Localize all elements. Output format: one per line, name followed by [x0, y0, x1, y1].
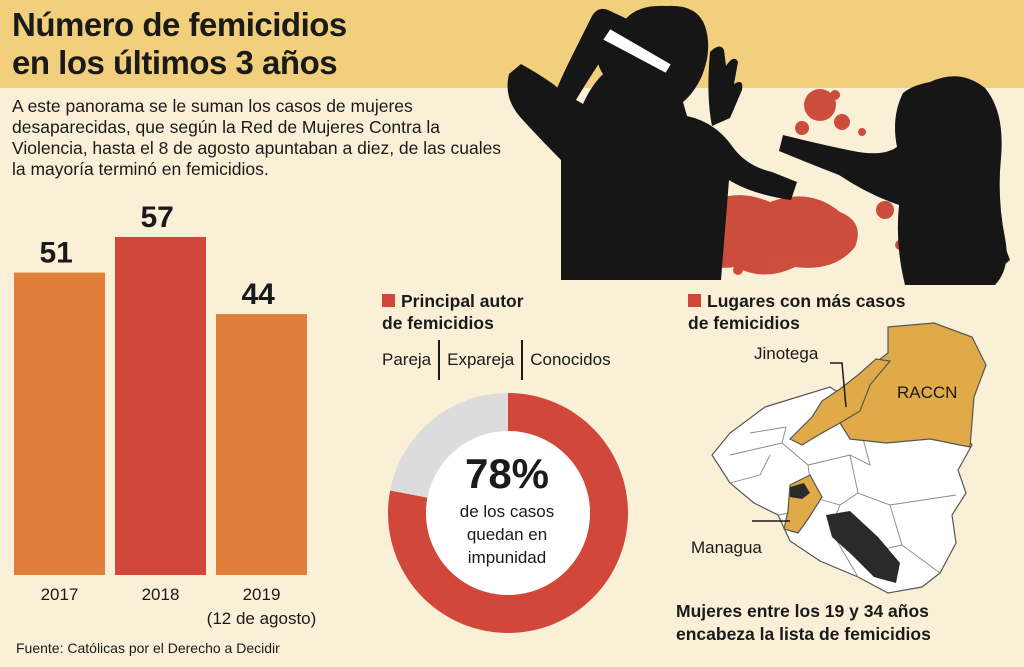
bar-2019 [216, 314, 307, 575]
bar-category-label: 2019 [243, 585, 281, 604]
map-region-jinotega [788, 358, 892, 446]
authors-heading-line-1: Principal autor [401, 291, 524, 311]
donut-caption-line-3: impunidad [467, 548, 547, 567]
age-note-line-1: Mujeres entre los 19 y 34 años [676, 601, 929, 621]
authors-list: Pareja Expareja Conocidos [378, 340, 618, 380]
map-lake-nicaragua [826, 511, 900, 583]
intro-paragraph: A este panorama se le suman los casos de… [12, 96, 502, 179]
donut-caption: de los casos quedan en impunidad [430, 500, 584, 569]
donut-percent-label: 78% [464, 450, 550, 497]
bar-value-label: 57 [141, 201, 174, 234]
authors-heading: Principal autor de femicidios [382, 290, 524, 334]
bar-2018 [115, 237, 206, 575]
author-item-pareja: Pareja [382, 350, 432, 369]
map-label-raccn: RACCN [897, 383, 958, 402]
donut-caption-line-1: de los casos [459, 502, 555, 521]
author-item-expareja: Expareja [447, 350, 515, 369]
bar-value-label: 51 [40, 237, 73, 270]
red-square-marker [688, 294, 701, 307]
map-label-jinotega: Jinotega [754, 344, 819, 363]
jinotega-leader-line [830, 362, 847, 408]
femicide-bar-chart: 51 2017 57 2018 44 2019 (12 de agosto) [14, 201, 317, 628]
bar-2017 [14, 272, 105, 575]
map-lake-managua [790, 483, 810, 499]
authors-heading-line-2: de femicidios [382, 313, 494, 333]
title-line-2: en los últimos 3 años [12, 44, 338, 81]
map-label-managua: Managua [691, 538, 762, 557]
age-note-line-2: encabeza la lista de femicidios [676, 624, 931, 644]
age-note: Mujeres entre los 19 y 34 años encabeza … [676, 600, 1016, 646]
bar-value-label: 44 [242, 278, 276, 311]
violence-illustration [507, 5, 1010, 285]
page-title: Número de femicidios en los últimos 3 añ… [12, 6, 442, 82]
nicaragua-map [711, 322, 987, 594]
bar-category-label: 2018 [142, 585, 180, 604]
donut-slice-impunity [388, 393, 628, 633]
bar-category-note: (12 de agosto) [207, 609, 317, 628]
knife-blade [600, 26, 674, 76]
source-note: Fuente: Católicas por el Derecho a Decid… [16, 640, 280, 656]
red-square-marker [382, 294, 395, 307]
donut-slice-remainder [390, 393, 508, 498]
woman-silhouette [779, 76, 1010, 285]
impunity-donut-chart [388, 393, 628, 633]
places-heading-line-1: Lugares con más casos [707, 291, 906, 311]
author-divider [438, 340, 441, 380]
places-heading: Lugares con más casos de femicidios [688, 290, 905, 334]
places-heading-line-2: de femicidios [688, 313, 800, 333]
title-line-1: Número de femicidios [12, 6, 347, 43]
donut-hole [426, 431, 590, 595]
author-item-conocidos: Conocidos [530, 350, 611, 369]
donut-caption-line-2: quedan en [466, 525, 548, 544]
bar-category-label: 2017 [41, 585, 79, 604]
author-divider [521, 340, 524, 380]
